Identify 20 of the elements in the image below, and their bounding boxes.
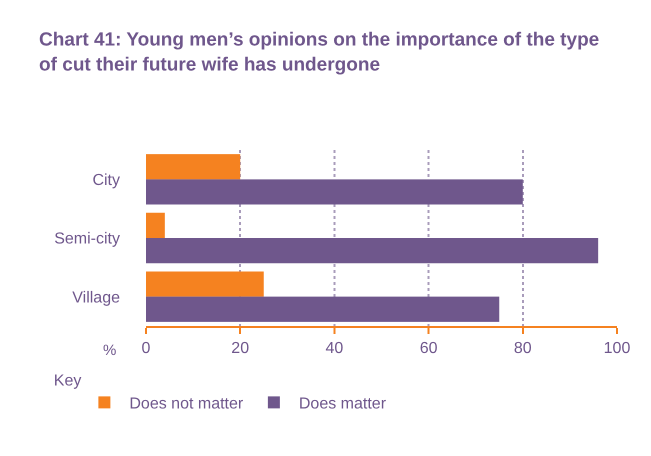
legend-label: Does not matter: [129, 396, 244, 413]
y-tick-label: Semi-city: [54, 230, 120, 248]
y-tick-label: Village: [72, 289, 120, 306]
x-tick-label: 80: [514, 340, 532, 358]
bar: [146, 154, 240, 180]
chart-title: Chart 41: Young men’s opinions on the importance of the type of cut their future wife has undergone: [39, 30, 600, 76]
bar: [146, 271, 264, 297]
x-tick-label: 100: [604, 340, 630, 358]
bar: [146, 238, 598, 264]
bar: [146, 212, 165, 238]
x-tick-label: 40: [326, 340, 344, 358]
y-tick-label: City: [92, 172, 120, 189]
bar: [146, 296, 500, 322]
legend-title: Key: [54, 372, 82, 390]
legend-label: Does matter: [298, 396, 387, 413]
x-axis-title: %: [103, 342, 116, 359]
x-tick-label: 20: [231, 340, 250, 358]
x-tick-label: 0: [142, 340, 151, 358]
x-tick-label: 60: [420, 340, 438, 358]
bar: [146, 179, 523, 205]
